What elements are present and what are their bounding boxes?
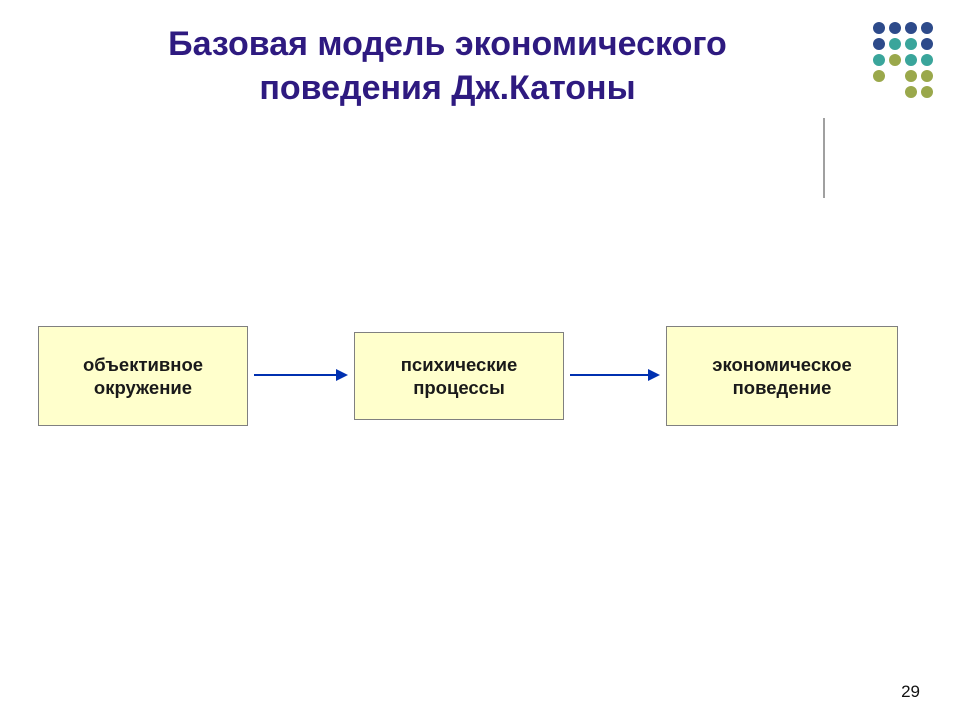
decoration-dot [889, 54, 901, 66]
decoration-dot [905, 118, 917, 130]
title-line-2: поведения Дж.Катоны [259, 69, 635, 107]
decoration-dot [873, 38, 885, 50]
decoration-dot [873, 54, 885, 66]
corner-decoration [805, 12, 935, 192]
decoration-dot [905, 22, 917, 34]
flowchart-diagram: объективноеокружение психическиепроцессы э… [0, 310, 960, 490]
decoration-dot [921, 70, 933, 82]
decoration-dot [873, 70, 885, 82]
decoration-dot [905, 70, 917, 82]
page-number: 29 [901, 682, 920, 702]
slide-title: Базовая модель экономического поведения … [55, 22, 840, 110]
decoration-dot [905, 102, 917, 114]
decoration-dot [905, 86, 917, 98]
decoration-dot [889, 102, 901, 114]
decoration-dot [889, 22, 901, 34]
decoration-dot [889, 118, 901, 130]
node-label-line: психические [401, 353, 518, 376]
decoration-dot [889, 86, 901, 98]
node-label-line: объективное [83, 353, 203, 376]
decoration-dot [921, 22, 933, 34]
decoration-dot [873, 102, 885, 114]
decoration-dot [873, 118, 885, 130]
flowchart-arrow [254, 368, 348, 376]
decoration-dot [921, 38, 933, 50]
node-label-line: экономическое [712, 353, 852, 376]
decoration-dot [921, 102, 933, 114]
decoration-dot [921, 86, 933, 98]
decoration-vertical-line [823, 118, 825, 198]
flowchart-node: экономическоеповедение [666, 326, 898, 426]
title-line-1: Базовая модель экономического [168, 25, 727, 63]
flowchart-node: психическиепроцессы [354, 332, 564, 420]
decoration-dot [873, 86, 885, 98]
decoration-dot [889, 70, 901, 82]
flowchart-node: объективноеокружение [38, 326, 248, 426]
flowchart-arrow [570, 368, 660, 376]
node-label-line: процессы [413, 376, 505, 399]
node-label-line: окружение [94, 376, 192, 399]
decoration-dot [921, 118, 933, 130]
decoration-dot [905, 54, 917, 66]
node-label-line: поведение [733, 376, 832, 399]
decoration-dot [873, 22, 885, 34]
decoration-dot [889, 38, 901, 50]
decoration-dot [921, 54, 933, 66]
decoration-dots-grid [871, 20, 935, 132]
decoration-dot [905, 38, 917, 50]
